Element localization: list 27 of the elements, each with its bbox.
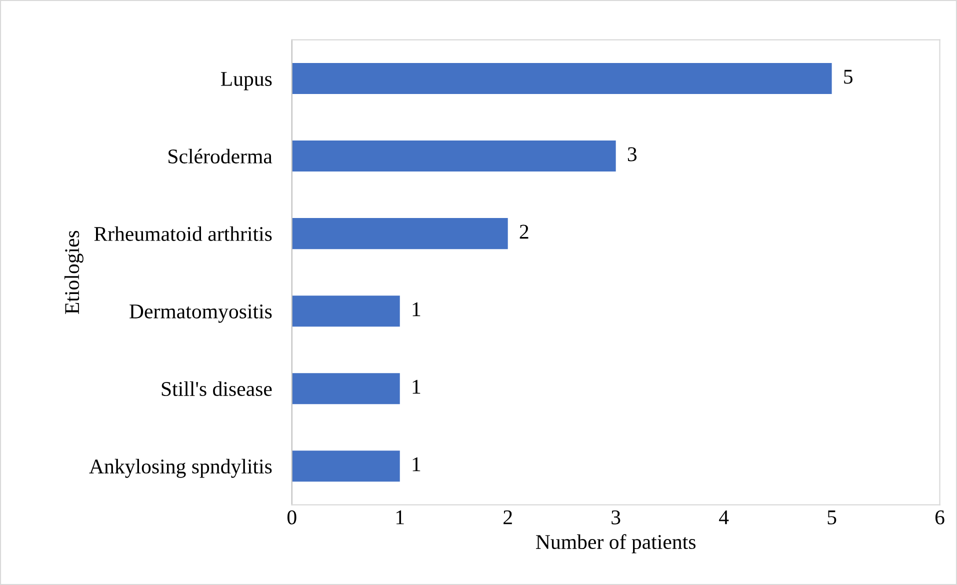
x-tick-label: 2 [504,510,512,524]
data-label: 5 [844,70,853,84]
x-tick-label: 0 [287,510,296,524]
x-tick-label: 3 [612,510,620,524]
x-tick-label: 6 [935,510,944,524]
y-tick-label: Scléroderma [168,148,272,164]
y-tick-label: Lupus [220,72,272,90]
y-tick-label: Ankylosing spndylitis [89,458,272,478]
bar [292,63,832,94]
y-tick-label: Dermatomyositis [130,304,272,323]
x-tick-label: 4 [719,510,729,524]
bar [292,296,400,327]
bar [292,140,616,172]
data-label: 3 [628,147,637,162]
bar [292,450,400,482]
data-label: 1 [412,457,420,472]
y-tick-label: Still's disease [162,381,272,396]
data-label: 2 [520,224,528,239]
data-label: 1 [412,380,420,394]
bar [292,218,508,250]
y-axis-title: Etiologies [64,230,84,314]
x-axis-title: Number of patients [536,534,696,554]
x-tick-label: 5 [828,510,836,524]
y-tick-label: Rrheumatoid arthritis [94,226,272,241]
x-tick-label: 1 [396,510,404,524]
bar [292,373,400,404]
data-label: 1 [412,302,420,316]
